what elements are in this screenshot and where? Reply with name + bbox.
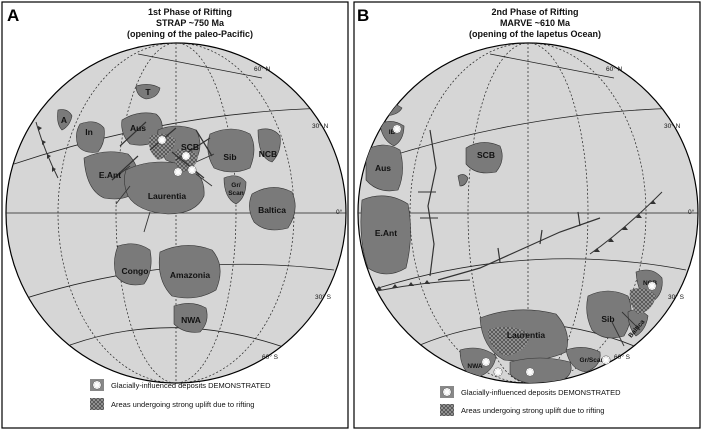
label-grscan-b: Gr/Scan [580,357,605,364]
continent-a [57,109,73,131]
panel-b: B 2nd Phase of Rifting MARVE ~610 Ma (op… [353,1,701,429]
label-t-a: T [145,87,151,97]
uplift-area-b2 [629,288,656,314]
rift-lines-b [427,129,601,281]
panel-b-title: 2nd Phase of Rifting [491,7,578,17]
continent-scb-b [465,142,503,174]
panel-a-subtitle: STRAP ~750 Ma [156,18,225,28]
lat-30s-b: 30° S [668,293,685,301]
motion-arrows-a [111,153,215,233]
panel-a-letter: A [7,6,19,25]
panel-b-subtitle: MARVE ~610 Ma [500,18,571,28]
label-aus-a: Aus [130,123,146,133]
continent-gr-scan-b [565,347,601,373]
continent-small-b2 [457,174,469,187]
lat-60s-a: 60° S [262,353,279,361]
label-ncb-a: NCB [259,149,277,159]
label-nwa-a: NWA [181,315,201,325]
continent-eant-b [360,195,411,275]
legend-a: Glacially-influenced deposits DEMONSTRAT… [90,379,271,410]
legend-uplift-text-a: Areas undergoing strong uplift due to ri… [111,400,254,409]
lat-0-a: 0° [336,208,343,216]
continent-ncb [257,128,281,163]
legend-uplift-swatch-b [440,404,454,416]
label-congo-a: Congo [122,266,149,276]
continent-aus-b [365,144,403,192]
label-amazonia-a: Amazonia [170,270,210,280]
trench-a [35,121,59,179]
legend-uplift-swatch-a [90,398,104,410]
label-aus-b: Aus [375,163,391,173]
continent-sib-b [586,290,632,339]
continents-b [360,103,663,383]
uplift-area-b1 [488,326,530,356]
panel-b-caption: (opening of the Iapetus Ocean) [469,29,601,39]
lat-60n-a: 60° N [254,65,271,73]
panel-a: A 1st Phase of Rifting STRAP ~750 Ma (op… [1,1,349,429]
panel-b-letter: B [357,6,369,25]
uplift-area-a1 [149,133,176,160]
label-laurentia-b: Laurentia [507,330,546,340]
continent-nwa [173,303,208,333]
legend-uplift-text-b: Areas undergoing strong uplift due to ri… [461,406,604,415]
label-sib-a: Sib [223,152,236,162]
lat-60s-b: 60° S [614,353,631,361]
legend-glacial-text-b: Glacially-influenced deposits DEMONSTRAT… [461,388,621,397]
label-scb-a: SCB [181,142,199,152]
lat-0-b: 0° [688,208,695,216]
label-ib-b: IB [389,129,396,136]
panel-a-title: 1st Phase of Rifting [148,7,232,17]
panel-a-caption: (opening of the paleo-Pacific) [127,29,253,39]
label-baltica-a: Baltica [258,205,286,215]
legend-glacial-text-a: Glacially-influenced deposits DEMONSTRAT… [111,381,271,390]
legend-b: Glacially-influenced deposits DEMONSTRAT… [440,386,621,416]
continent-t [135,84,161,100]
continent-india [76,121,105,153]
continent-nwa-b [459,347,497,379]
label-scan-a: Scan [228,190,244,197]
label-in-a: In [85,127,93,137]
lat-30n-b: 30° N [664,122,681,130]
label-eant-a: E.Ant [99,170,121,180]
continent-amazonia-b [509,357,572,383]
continent-greenland-scandinavia [223,175,247,205]
label-scb-b: SCB [477,150,495,160]
label-nwa-b: NWA [467,363,482,370]
continents-a [35,84,296,333]
label-sib-b: Sib [601,314,614,324]
motion-arrows-b [418,191,641,347]
continent-siberia [207,128,255,173]
lat-60n-b: 60° N [606,65,623,73]
trench-teeth-b [594,200,656,252]
continent-amazonia [158,245,221,299]
continent-congo [114,243,152,286]
label-a-a: A [61,115,67,125]
label-laurentia-a: Laurentia [148,191,187,201]
trench-b2 [371,279,471,293]
lat-30s-a: 30° S [315,293,332,301]
label-eant-b: E.Ant [375,228,397,238]
lat-30n-a: 30° N [312,122,329,130]
continent-baltica [249,187,296,231]
label-gr-a: Gr/ [231,182,241,189]
